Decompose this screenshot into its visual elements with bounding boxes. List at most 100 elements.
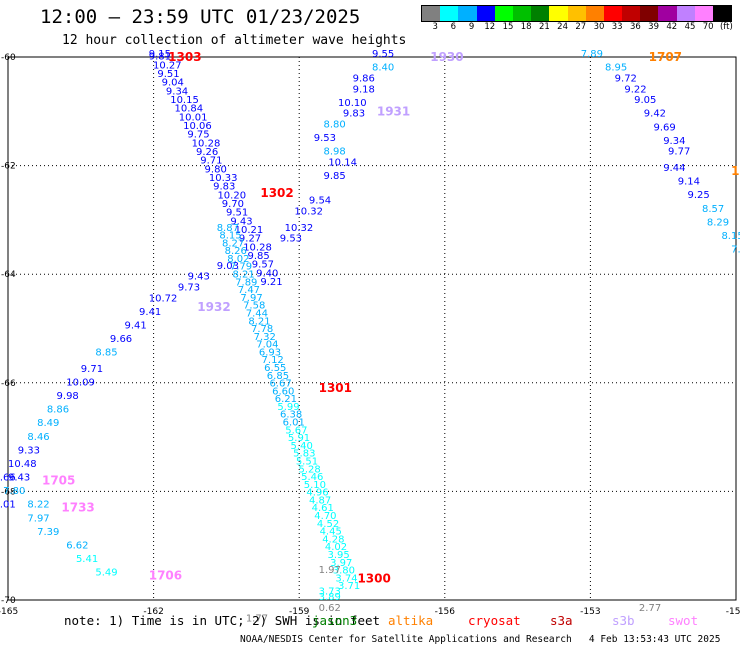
wave-height-value: 10.32 [294, 206, 323, 217]
legend-tick: (ft) [719, 22, 733, 32]
wave-height-value: 10.21 [235, 225, 264, 236]
wave-height-value: 9.34 [166, 86, 188, 97]
wave-height-value: 9.77 [668, 147, 690, 158]
pass-number-label: 1932 [197, 300, 230, 314]
legend-tick: 33 [611, 22, 623, 32]
wave-height-value: 10.01 [179, 112, 208, 123]
wave-height-value: 9.22 [624, 84, 646, 95]
satellite-legend-swot: swot [668, 613, 699, 628]
wave-height-value: 9.85 [247, 251, 269, 262]
footer-credit: NOAA/NESDIS Center for Satellite Applica… [240, 634, 721, 645]
wave-height-value: 9.71 [81, 364, 103, 375]
wave-height-value: 4.61 [312, 503, 334, 514]
pass-number-label: 1303 [168, 50, 201, 64]
wave-height-value: 8.26 [225, 246, 247, 257]
wave-height-value: 8.29 [707, 217, 729, 228]
wave-height-value: 10.27 [153, 60, 182, 71]
wave-height-value: 7.39 [37, 527, 59, 538]
wave-height-value: 10.72 [149, 293, 178, 304]
wave-height-value: 8.21 [248, 316, 270, 327]
wave-height-value: 1.97 [319, 565, 341, 576]
map-title: 12:00 – 23:59 UTC 01/23/2025 [40, 6, 361, 28]
wave-height-value: 5.49 [95, 568, 117, 579]
legend-tick: 42 [666, 22, 678, 32]
wave-height-value: 6.01 [283, 418, 305, 429]
wave-height-value: 2.77 [639, 603, 661, 614]
wave-height-value: 9.33 [18, 445, 40, 456]
satellite-legend-cryosat: cryosat [468, 613, 521, 628]
legend-tick: 12 [484, 22, 496, 32]
wave-height-value: 10.28 [243, 242, 272, 253]
wave-height-value: 9.57 [252, 260, 274, 271]
legend-swatch [494, 6, 513, 21]
legend-swatch [531, 6, 550, 21]
wave-height-color-legend [421, 5, 733, 22]
wave-height-value: 9.53 [314, 133, 336, 144]
wave-height-value: 4.45 [320, 527, 342, 538]
wave-height-value: 6.21 [275, 394, 297, 405]
wave-height-value: 5.99 [277, 402, 299, 413]
wave-height-value: 7.58 [243, 301, 265, 312]
map-subtitle: 12 hour collection of altimeter wave hei… [62, 33, 407, 48]
legend-swatch [458, 6, 477, 21]
wave-height-value: 10.09 [66, 378, 95, 389]
legend-tick: 24 [557, 22, 569, 32]
wave-height-value: 5.28 [298, 464, 320, 475]
wave-height-value: 4.52 [317, 519, 339, 530]
wave-height-value: 9.43 [230, 216, 252, 227]
footer-note: note: 1) Time is in UTC; 2) SWH is in fe… [64, 613, 381, 628]
wave-height-value: 3.95 [327, 550, 349, 561]
wave-height-value: 5.46 [301, 472, 323, 483]
satellite-legend-altika: altika [388, 613, 434, 628]
satellite-legend-jason3: jason3 [312, 613, 358, 628]
wave-height-value: 6.67 [269, 379, 291, 390]
wave-height-value: 9.54 [309, 196, 331, 207]
wave-height-value: 9.83 [213, 182, 235, 193]
wave-height-value: 6.55 [264, 363, 286, 374]
wave-height-value: 10.20 [217, 190, 246, 201]
legend-swatch [476, 6, 495, 21]
pass-number-label: 1733 [61, 501, 94, 515]
wave-height-value: 7.89 [235, 277, 257, 288]
legend-tick: 6 [450, 22, 457, 32]
wave-height-value: 9.75 [187, 130, 209, 141]
wave-height-value: 1.77 [246, 614, 268, 625]
wave-height-value: 8.15 [219, 231, 241, 242]
legend-swatch [694, 6, 713, 21]
wave-height-value: 4.70 [314, 511, 336, 522]
legend-swatch [603, 6, 623, 21]
legend-swatch [585, 6, 604, 21]
pass-number-label: 1706 [731, 164, 740, 178]
satellite-legend-s3a: s3a [550, 613, 573, 628]
wave-height-value: 9.69 [653, 122, 675, 133]
longitude-label: -153 [580, 607, 600, 617]
wave-height-value: 4.28 [322, 534, 344, 545]
legend-swatch [676, 6, 695, 21]
latitude-label: -70 [1, 596, 16, 606]
wave-height-value: 9.43 [188, 272, 210, 283]
wave-height-value: 7.77 [731, 244, 740, 255]
wave-height-value: 3.80 [333, 566, 355, 577]
wave-height-value: 8.85 [95, 348, 117, 359]
wave-height-value: 10.10 [338, 98, 367, 109]
wave-height-value: 3.97 [330, 558, 352, 569]
pass-number-label: 1300 [357, 571, 390, 585]
pass-number-label: 1707 [649, 50, 682, 64]
wave-height-value: 7.04 [256, 340, 278, 351]
legend-tick: 45 [684, 22, 696, 32]
legend-tick: 3 [432, 22, 438, 32]
legend-tick: 21 [538, 22, 550, 32]
wave-height-value: 8.21 [233, 270, 255, 281]
pass-number-label: 1301 [319, 381, 352, 395]
wave-height-value: 8.46 [27, 432, 49, 443]
wave-height-value: 10.06 [183, 121, 212, 132]
wave-height-value: 5.40 [291, 441, 313, 452]
wave-height-value: 7.47 [238, 285, 260, 296]
legend-tick: 36 [629, 22, 641, 32]
wave-height-value: 9.51 [226, 208, 248, 219]
legend-swatch [567, 6, 586, 21]
map-frame [7, 56, 737, 601]
legend-tick: 18 [520, 22, 532, 32]
wave-height-value: 7.79 [230, 262, 252, 273]
wave-height-value: 7.97 [27, 513, 49, 524]
